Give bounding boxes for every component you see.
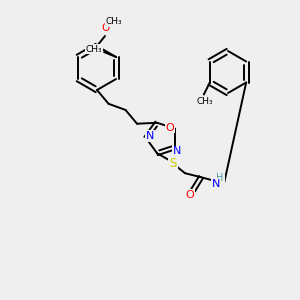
Text: O: O bbox=[102, 23, 110, 33]
Text: H: H bbox=[216, 173, 224, 183]
Text: N: N bbox=[212, 179, 220, 189]
Text: CH₃: CH₃ bbox=[86, 44, 102, 53]
Text: CH₃: CH₃ bbox=[106, 17, 122, 26]
Text: O: O bbox=[166, 123, 174, 133]
Text: N: N bbox=[146, 131, 154, 141]
Text: S: S bbox=[169, 157, 177, 170]
Text: N: N bbox=[173, 146, 181, 156]
Text: CH₃: CH₃ bbox=[196, 97, 213, 106]
Text: O: O bbox=[186, 190, 194, 200]
